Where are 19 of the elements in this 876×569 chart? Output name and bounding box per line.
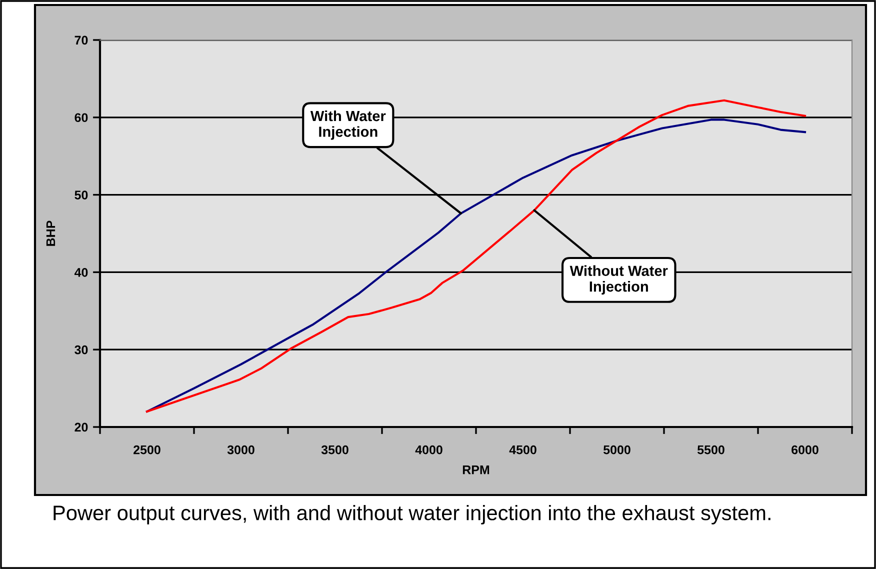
y-tick-label: 50	[74, 190, 88, 200]
x-tick-label: 3500	[321, 445, 348, 454]
y-axis-title: BHP	[46, 220, 56, 246]
y-tick-label: 60	[74, 113, 88, 122]
y-tick-label: 20	[74, 422, 88, 432]
x-axis-title: RPM	[462, 466, 490, 474]
x-tick-label: 4500	[509, 445, 536, 454]
y-tick-label: 30	[74, 345, 88, 354]
x-tick-label: 5000	[603, 445, 630, 454]
text: Power output curves, with and without water injection into the exhaust system.	[54, 505, 770, 524]
x-tick-label: 2500	[134, 445, 160, 454]
x-tick-label: 5500	[697, 445, 724, 454]
annotation: With Water Injection	[310, 110, 386, 140]
y-tick-label: 70	[74, 36, 88, 45]
x-tick-label: 6000	[792, 445, 818, 454]
annotation: Without Water Injection	[570, 265, 668, 295]
y-tick-label: 40	[74, 268, 88, 277]
x-tick-label: 4000	[415, 445, 442, 454]
x-tick-label: 3000	[227, 445, 254, 454]
